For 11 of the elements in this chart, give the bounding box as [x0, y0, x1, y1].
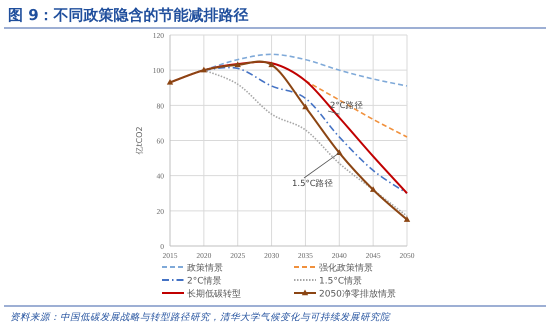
- legend-label: 长期低碳转型: [187, 288, 241, 300]
- legend-label: 2050净零排放情景: [319, 288, 396, 300]
- legend-label: 政策情景: [187, 262, 223, 274]
- legend-label: 强化政策情景: [319, 262, 373, 274]
- legend-label: 1.5°C情景: [319, 276, 362, 286]
- annotation: 1.5°C路径: [292, 179, 334, 189]
- annotation: 2°C路径: [330, 101, 364, 111]
- y-axis-title: 亿tCO2: [135, 126, 144, 156]
- source: 资料来源：中国低碳发展战略与转型路径研究，清华大学气候变化与可持续发展研究院: [10, 312, 390, 323]
- legend-label: 2°C情景: [187, 276, 222, 286]
- title: 图 9：不同政策隐含的节能减排路径: [8, 6, 249, 24]
